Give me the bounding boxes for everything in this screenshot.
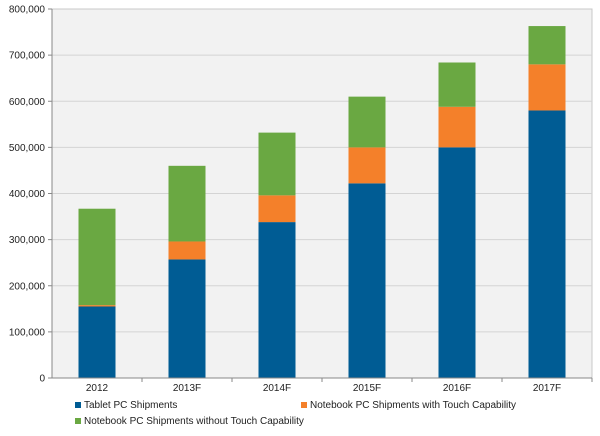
bar-segment-2013f-series-1: [168, 241, 206, 260]
bar-segment-2016f-series-1: [438, 106, 476, 148]
y-tick-label: 800,000: [9, 5, 46, 16]
legend-swatch: [75, 402, 81, 408]
x-tick-label: 2014F: [263, 383, 291, 394]
legend-swatch: [75, 418, 81, 424]
bar-segment-2012-series-2: [78, 208, 116, 306]
bar-segment-2014f-series-1: [258, 195, 296, 223]
y-tick-label: 700,000: [9, 51, 46, 62]
bar-segment-2017f-series-2: [528, 26, 566, 65]
y-tick-label: 300,000: [9, 235, 46, 246]
x-tick-label: 2017F: [533, 383, 561, 394]
bar-segment-2013f-series-2: [168, 165, 206, 242]
y-tick-label: 600,000: [9, 97, 46, 108]
y-tick-label: 200,000: [9, 281, 46, 292]
bars: [78, 26, 566, 378]
bar-segment-2017f-series-0: [528, 110, 566, 378]
bar-segment-2015f-series-2: [348, 96, 386, 148]
bar-segment-2013f-series-0: [168, 259, 206, 378]
bar-segment-2015f-series-0: [348, 183, 386, 378]
legend-swatch: [301, 402, 307, 408]
bar-segment-2012-series-0: [78, 306, 116, 378]
bar-segment-2015f-series-1: [348, 147, 386, 184]
axes: 0 100,000 200,000 300,000 400,000 500,000 600,…: [9, 5, 593, 394]
bar-segment-2016f-series-0: [438, 147, 476, 378]
legend-label: Notebook PC Shipments without Touch Capa…: [84, 416, 304, 427]
y-tick-label: 500,000: [9, 143, 46, 154]
bar-segment-2012-series-1: [78, 305, 116, 307]
bar-segment-2014f-series-2: [258, 132, 296, 196]
x-tick-label: 2013F: [173, 383, 201, 394]
x-tick-label: 2012: [86, 383, 109, 394]
y-tick-label: 100,000: [9, 327, 46, 338]
bar-segment-2016f-series-2: [438, 62, 476, 107]
legend-label: Notebook PC Shipments with Touch Capabil…: [310, 400, 516, 411]
y-tick-label: 400,000: [9, 189, 46, 200]
legend: Tablet PC Shipments Notebook PC Shipments…: [75, 400, 516, 427]
gridlines: [52, 54, 592, 333]
x-tick-label: 2015F: [353, 383, 381, 394]
y-tick-label: 0: [39, 374, 45, 385]
legend-label: Tablet PC Shipments: [84, 400, 177, 411]
bar-segment-2017f-series-1: [528, 64, 566, 111]
x-tick-label: 2016F: [443, 383, 471, 394]
bar-segment-2014f-series-0: [258, 222, 296, 378]
